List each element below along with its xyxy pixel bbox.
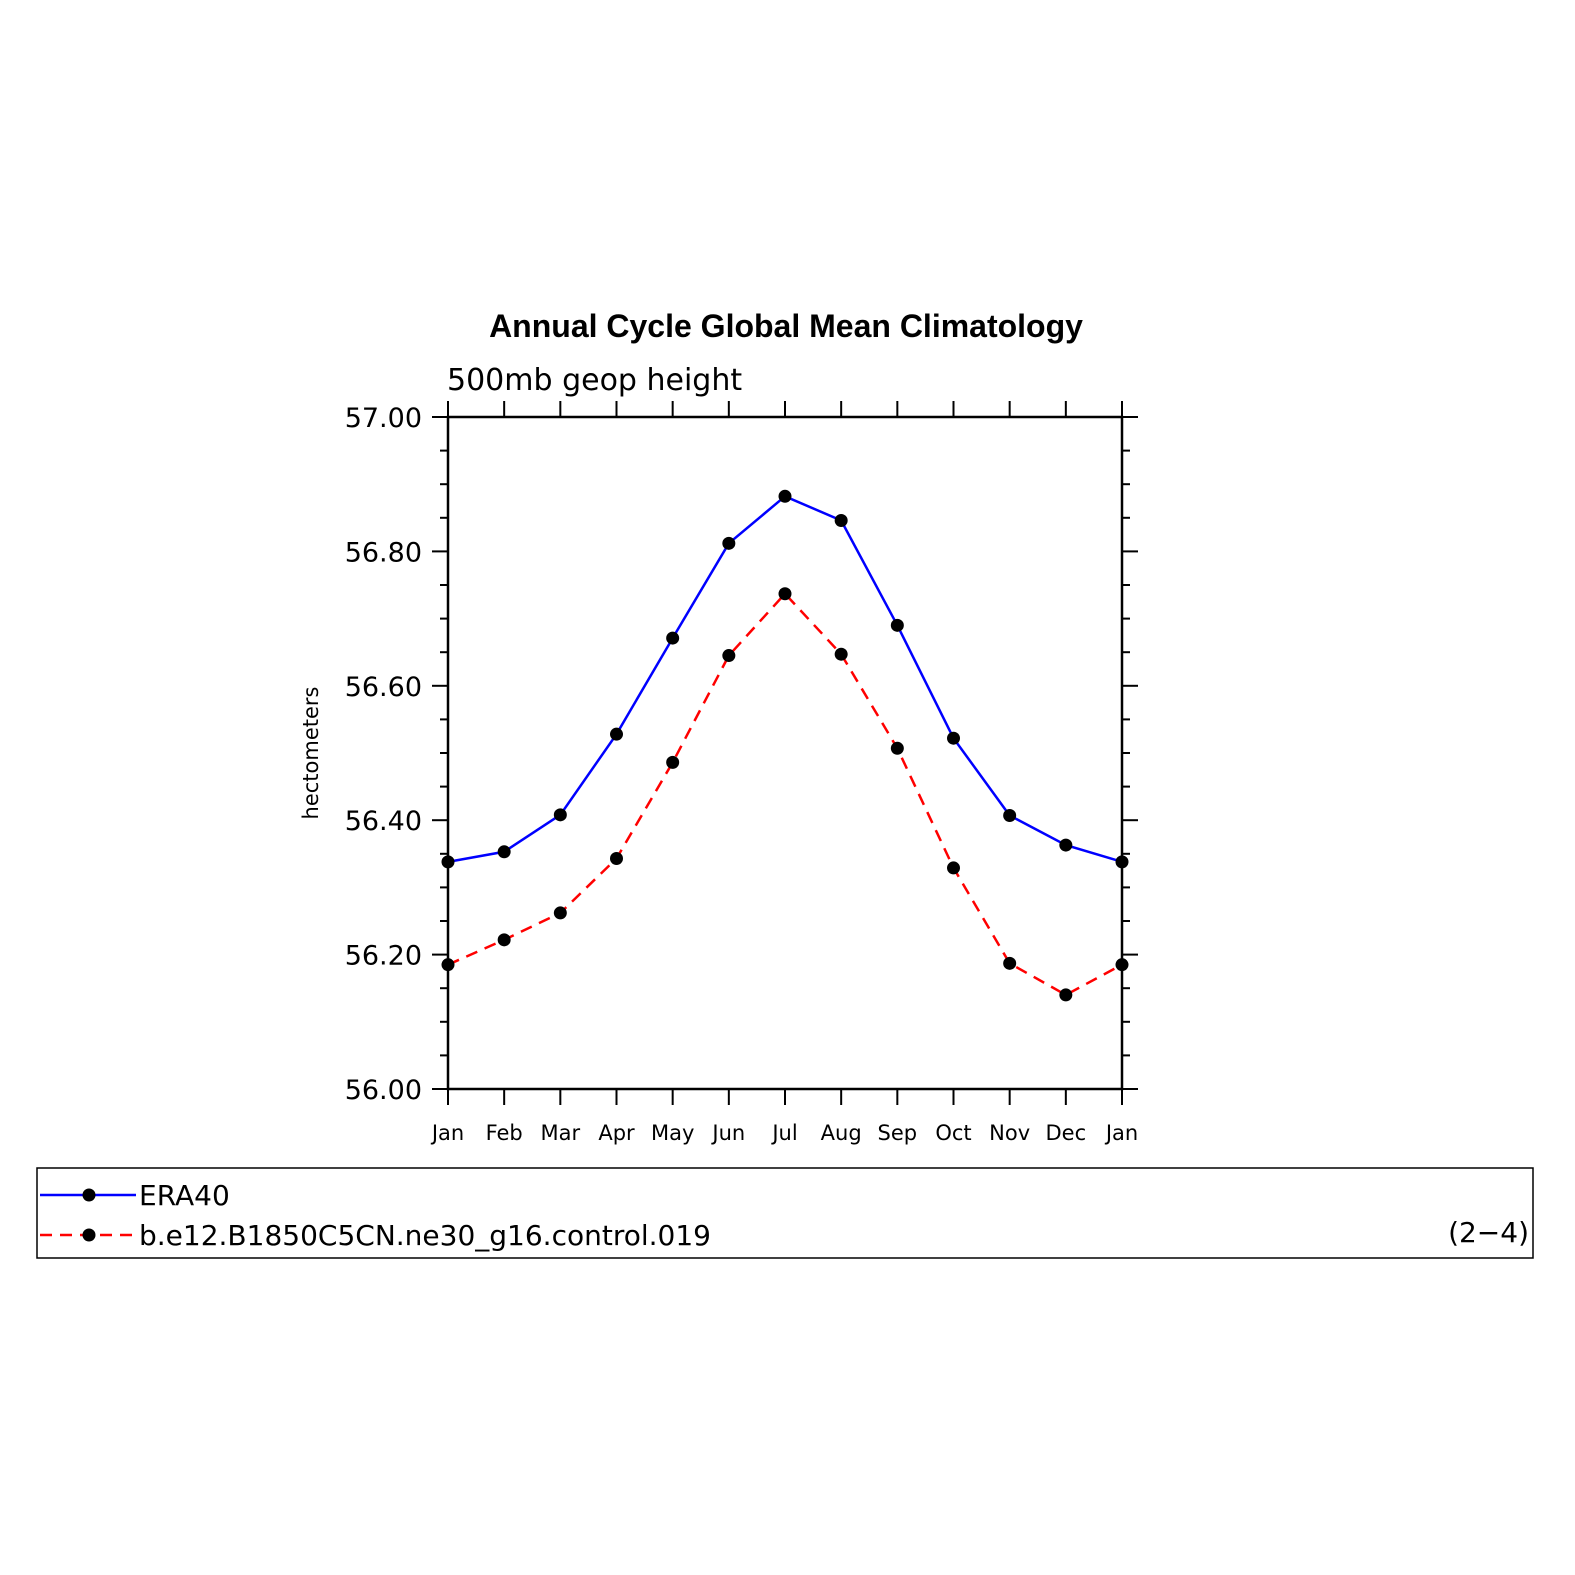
legend-marker <box>82 1188 96 1202</box>
data-point <box>441 855 455 869</box>
x-tick-label: Mar <box>541 1121 581 1145</box>
data-point <box>1059 988 1073 1002</box>
y-axis-label: hectometers <box>299 687 323 820</box>
x-axis-ticks: Jan Feb Mar Apr May Jun Jul Aug Sep Oct Nov Dec Jan <box>430 401 1138 1145</box>
data-point <box>553 906 567 920</box>
legend-label: b.e12.B1850C5CN.ne30_g16.control.019 <box>139 1219 711 1252</box>
legend-marker <box>82 1228 96 1242</box>
y-tick-label: 57.00 <box>345 403 422 434</box>
y-axis-ticks: 56.00 56.20 56.40 56.60 56.80 57.00 <box>345 403 1138 1106</box>
y-tick-label: 56.80 <box>345 537 422 568</box>
series-line <box>447 494 1123 864</box>
data-point <box>666 631 680 645</box>
data-point <box>497 933 511 947</box>
data-point <box>778 489 792 503</box>
legend-box <box>36 1167 1534 1259</box>
y-tick-label: 56.40 <box>345 806 422 837</box>
data-point <box>947 861 960 875</box>
data-point <box>1003 808 1017 822</box>
chart-title: Annual Cycle Global Mean Climatology <box>489 308 1083 344</box>
x-tick-label: Jul <box>770 1121 797 1145</box>
x-tick-label: Oct <box>935 1121 971 1145</box>
data-point <box>553 808 567 822</box>
series-line <box>447 591 1123 997</box>
data-point <box>947 731 960 745</box>
x-tick-label: Jun <box>710 1121 745 1145</box>
data-point <box>834 647 848 661</box>
x-tick-label: Nov <box>989 1121 1030 1145</box>
data-point <box>890 741 904 755</box>
chart-subtitle: 500mb geop height <box>447 363 742 398</box>
x-tick-label: Sep <box>878 1121 918 1145</box>
x-tick-label: Jan <box>1104 1121 1138 1145</box>
x-tick-label: Aug <box>821 1121 862 1145</box>
series-layer <box>441 489 1129 1002</box>
legend-label: ERA40 <box>139 1179 230 1212</box>
data-point <box>497 845 511 859</box>
y-tick-label: 56.60 <box>345 672 422 703</box>
data-point <box>1059 838 1073 852</box>
data-point <box>722 649 736 663</box>
data-point <box>610 852 623 866</box>
y-tick-label: 56.00 <box>345 1075 422 1106</box>
data-point <box>1003 956 1017 970</box>
x-tick-label: Apr <box>598 1121 635 1145</box>
x-tick-label: Dec <box>1046 1121 1087 1145</box>
data-point <box>1115 958 1129 972</box>
legend: ERA40 b.e12.B1850C5CN.ne30_g16.control.01… <box>40 1179 711 1252</box>
data-point <box>834 513 848 527</box>
x-tick-label: May <box>651 1121 694 1145</box>
data-point <box>610 727 623 741</box>
data-point <box>722 536 736 550</box>
data-point <box>778 587 792 601</box>
data-point <box>441 958 455 972</box>
x-tick-label: Feb <box>486 1121 523 1145</box>
panel-label: (2−4) <box>1448 1216 1529 1249</box>
y-tick-label: 56.20 <box>345 941 422 972</box>
plot-frame <box>446 415 1124 1091</box>
x-tick-label: Jan <box>430 1121 464 1145</box>
data-point <box>890 618 904 632</box>
data-point <box>666 755 680 769</box>
data-point <box>1115 855 1129 869</box>
